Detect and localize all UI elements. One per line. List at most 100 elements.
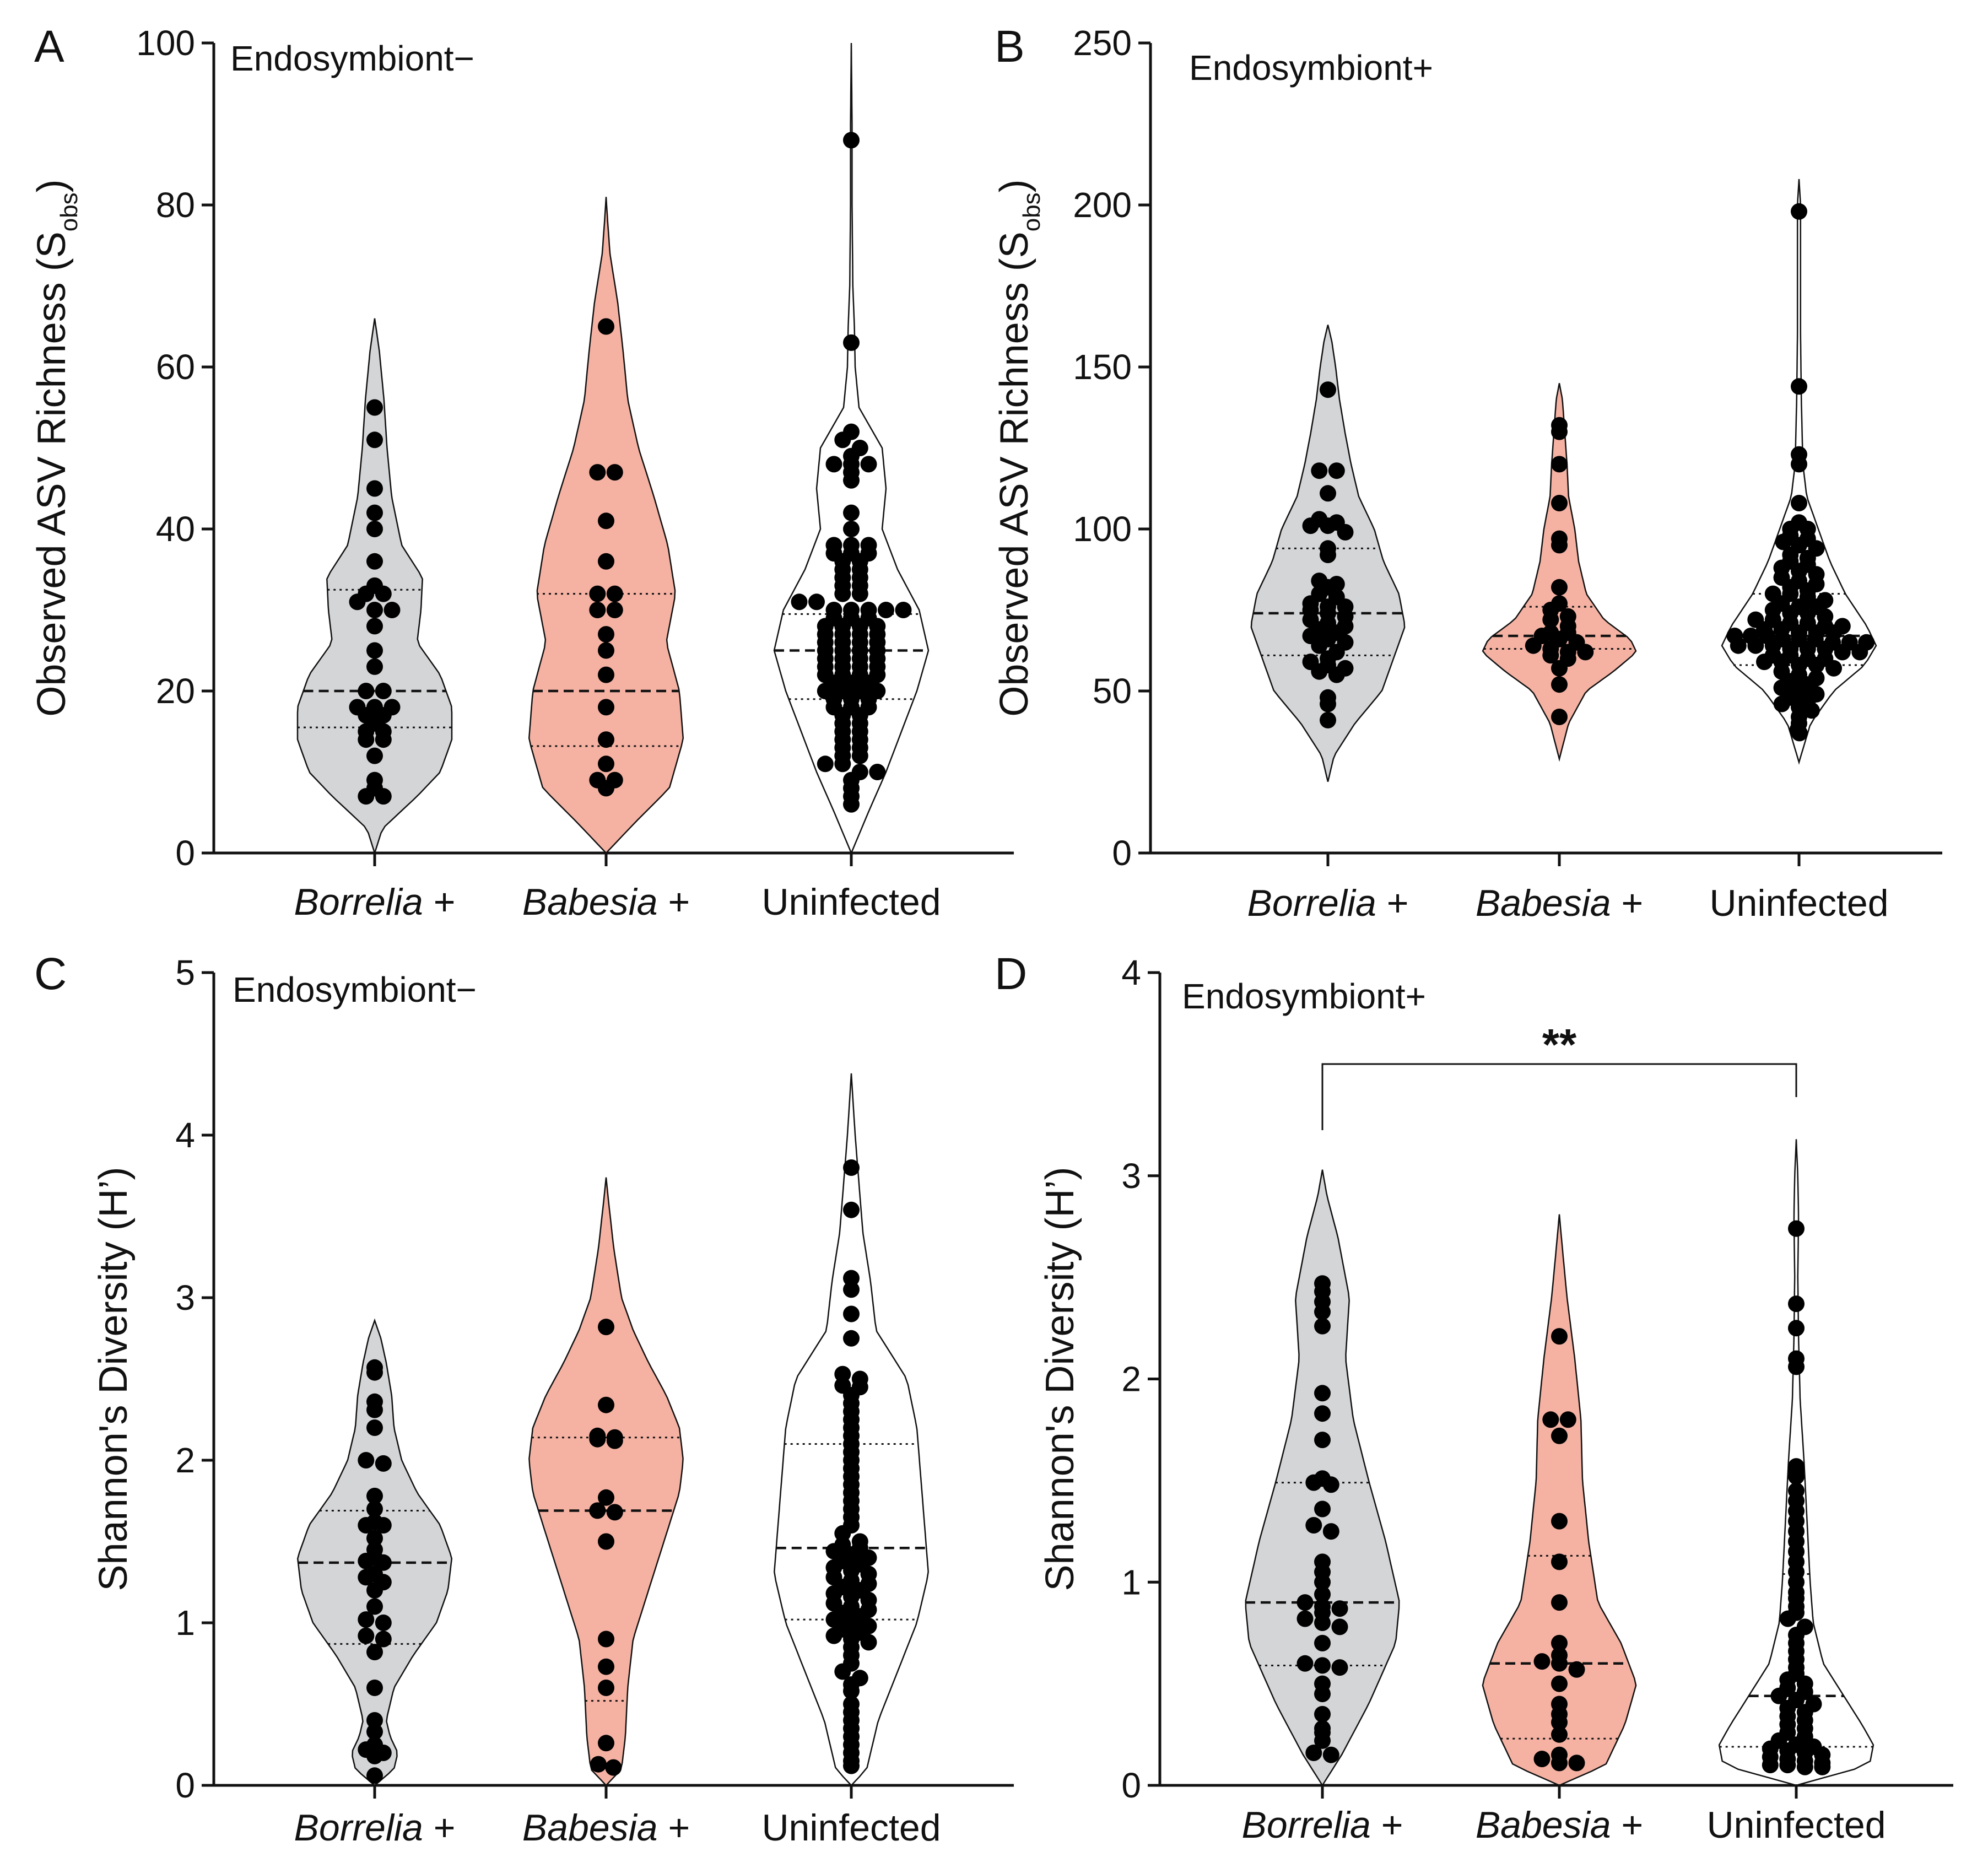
data-point: [1320, 711, 1336, 728]
y-axis-title-main: Shannon's Diversity (H’): [91, 1167, 136, 1591]
data-point: [1551, 1696, 1568, 1713]
violin-group: [773, 42, 930, 855]
data-point: [1337, 660, 1354, 677]
data-point: [860, 537, 877, 554]
data-point: [366, 504, 383, 521]
data-point: [1551, 1726, 1568, 1743]
x-category-label: Babesia +: [1476, 882, 1643, 924]
category-suffix: +: [1611, 882, 1644, 924]
data-point: [834, 1377, 851, 1394]
data-point: [589, 464, 606, 481]
data-point: [606, 1429, 623, 1446]
data-point: [1296, 1655, 1314, 1672]
violin-group: [1482, 383, 1637, 762]
data-point: [598, 1489, 614, 1506]
y-axis-title-main: Observed ASV Richness (S: [30, 231, 74, 716]
violin-group: [774, 1073, 929, 1786]
data-point: [383, 699, 401, 716]
data-point: [1817, 592, 1834, 609]
data-point: [606, 1504, 623, 1521]
y-tick-label: 0: [1112, 833, 1132, 873]
y-tick-label: 4: [1121, 953, 1141, 992]
y-axis-title: Observed ASV Richness (Sobs): [30, 179, 83, 716]
data-point: [1311, 573, 1328, 590]
data-point: [1314, 1432, 1331, 1449]
data-point: [366, 1644, 383, 1661]
data-point: [1791, 203, 1807, 220]
data-point: [843, 1270, 860, 1287]
data-point: [1551, 1553, 1568, 1570]
y-tick-label: 1: [175, 1603, 195, 1643]
y-tick-label: 20: [156, 671, 195, 711]
data-point: [1314, 1720, 1331, 1737]
data-point: [1533, 1653, 1551, 1670]
x-category-label: Uninfected: [1709, 882, 1888, 924]
data-point: [349, 699, 366, 716]
x-category-label: Uninfected: [761, 881, 941, 923]
y-axis-title: Shannon's Diversity (H’): [1038, 1167, 1082, 1591]
data-point: [1314, 1500, 1331, 1518]
data-point: [366, 658, 383, 675]
data-point: [366, 1514, 383, 1531]
category-name: Babesia: [522, 881, 658, 923]
data-point: [1542, 624, 1559, 641]
data-point: [358, 683, 375, 699]
data-point: [843, 1330, 860, 1347]
category-suffix: +: [423, 1807, 456, 1849]
x-category-label: Borrelia +: [294, 1807, 456, 1849]
data-point: [366, 771, 383, 789]
violin-group: [1245, 1169, 1400, 1787]
data-point: [1788, 1295, 1805, 1313]
y-tick-label: 0: [175, 1766, 195, 1805]
data-point: [366, 431, 383, 449]
data-point: [598, 553, 614, 570]
data-point: [817, 755, 834, 773]
data-point: [598, 1658, 614, 1675]
data-point: [598, 731, 614, 748]
data-point: [366, 399, 383, 416]
y-axis-title-subscript: obs: [1018, 192, 1045, 231]
data-point: [851, 1533, 868, 1550]
y-axis-title: Shannon's Diversity (H’): [91, 1167, 136, 1591]
y-tick-label: 40: [156, 509, 195, 549]
data-point: [1551, 1647, 1568, 1664]
data-point: [366, 618, 383, 635]
violin-group: [1721, 179, 1877, 765]
data-point: [843, 521, 860, 537]
panel-title: Endosymbiont+: [1182, 976, 1426, 1016]
data-point: [366, 1530, 383, 1547]
data-point: [843, 1201, 860, 1218]
y-tick-label: 0: [1121, 1766, 1141, 1805]
data-point: [843, 423, 860, 440]
category-name: Uninfected: [761, 881, 941, 923]
x-category-label: Borrelia +: [1247, 882, 1409, 924]
data-point: [375, 1455, 392, 1472]
data-point: [358, 1452, 375, 1469]
data-point: [589, 602, 606, 618]
data-point: [366, 602, 383, 618]
y-tick-label: 100: [1073, 509, 1132, 549]
category-suffix: +: [1371, 1804, 1403, 1846]
y-tick-label: 100: [136, 23, 195, 63]
data-point: [1551, 456, 1568, 473]
panel-letter: D: [995, 949, 1027, 999]
y-tick-label: 60: [156, 347, 195, 387]
data-point: [834, 1365, 851, 1383]
data-point: [1314, 1553, 1331, 1570]
y-tick-label: 50: [1093, 671, 1132, 711]
data-point: [598, 626, 614, 643]
y-tick-label: 200: [1073, 185, 1132, 225]
data-point: [1328, 462, 1345, 479]
data-point: [1320, 540, 1336, 557]
data-point: [1858, 634, 1875, 651]
data-point: [1747, 611, 1764, 628]
data-point: [598, 699, 614, 716]
data-point: [1328, 514, 1345, 531]
category-name: Borrelia: [294, 881, 423, 923]
y-axis-title-subscript: obs: [56, 192, 83, 231]
x-category-label: Borrelia +: [294, 881, 456, 923]
data-point: [869, 764, 886, 780]
data-point: [358, 1627, 375, 1644]
y-tick-label: 2: [175, 1440, 195, 1480]
